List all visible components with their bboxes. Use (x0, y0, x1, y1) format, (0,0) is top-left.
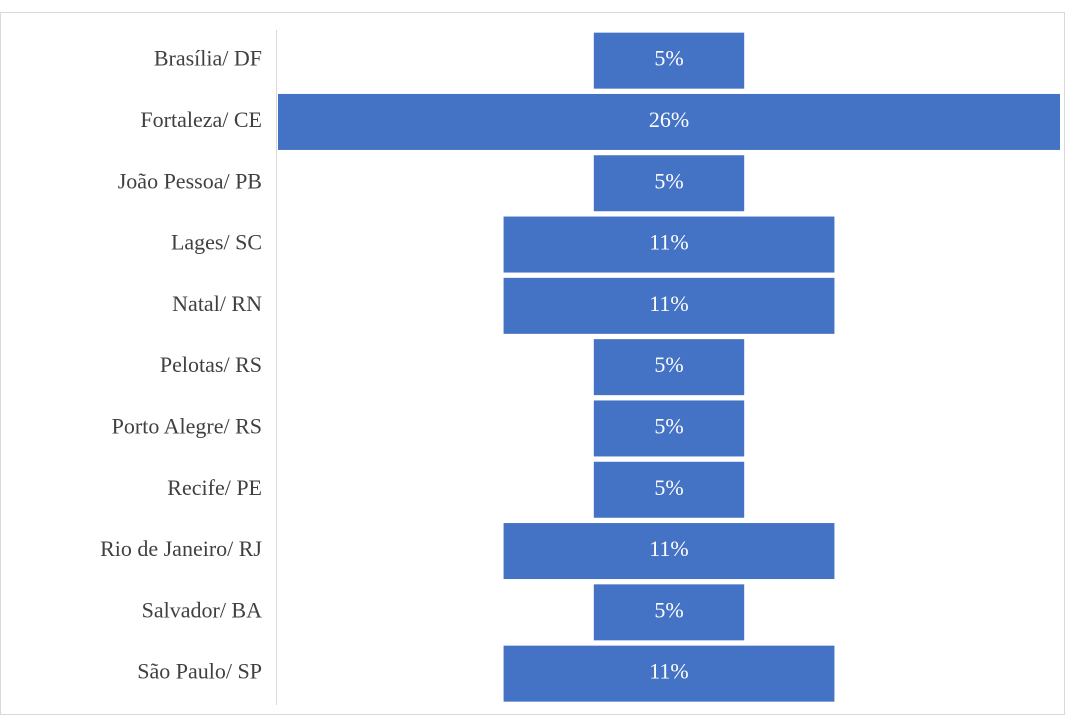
category-label: Recife/ PE (167, 475, 262, 500)
value-label: 5% (654, 46, 683, 71)
value-label: 11% (649, 536, 689, 561)
bar (503, 277, 835, 334)
category-label: Salvador/ BA (142, 597, 262, 622)
category-label: João Pessoa/ PB (118, 168, 262, 193)
bar (503, 216, 835, 273)
value-label: 5% (654, 168, 683, 193)
bar (503, 645, 835, 702)
bar (278, 93, 1060, 150)
bar (593, 32, 745, 89)
value-label: 11% (649, 291, 689, 316)
value-label: 11% (649, 659, 689, 684)
category-label: Lages/ SC (171, 230, 262, 255)
category-label: Pelotas/ RS (160, 352, 262, 377)
value-label: 5% (654, 352, 683, 377)
category-label: Brasília/ DF (154, 46, 262, 71)
value-label: 11% (649, 230, 689, 255)
bar (593, 461, 745, 518)
value-label: 26% (649, 107, 689, 132)
bar (503, 523, 835, 580)
value-label: 5% (654, 413, 683, 438)
category-label: Porto Alegre/ RS (112, 413, 262, 438)
category-label: Fortaleza/ CE (140, 107, 262, 132)
bar (593, 339, 745, 396)
bar (593, 584, 745, 641)
value-label: 5% (654, 597, 683, 622)
category-label: Rio de Janeiro/ RJ (100, 536, 262, 561)
category-label: Natal/ RN (172, 291, 262, 316)
value-label: 5% (654, 475, 683, 500)
bar (593, 155, 745, 212)
category-label: São Paulo/ SP (137, 659, 262, 684)
bar (593, 400, 745, 457)
